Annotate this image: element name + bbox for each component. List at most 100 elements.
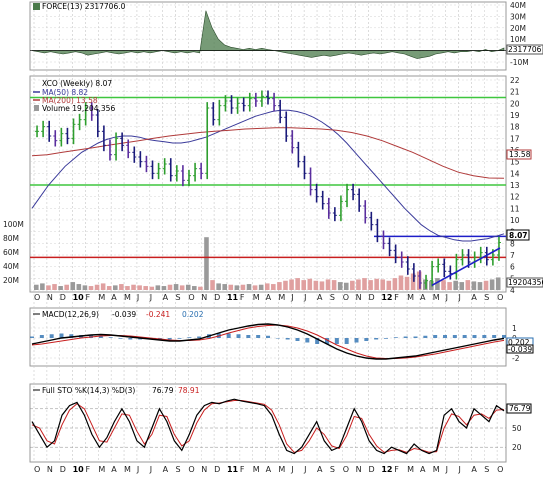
price-bars	[35, 90, 501, 289]
sto-tick-label: 50	[512, 424, 522, 433]
volume-bar	[277, 282, 282, 290]
volume-bar	[271, 284, 276, 290]
month-label-price: 11	[227, 293, 239, 302]
force-value-box-text: 2317706	[508, 45, 542, 54]
price-tick-label: 18	[510, 123, 520, 132]
macd-histogram-bar	[39, 335, 44, 338]
macd-box-macd-text: -0.039	[508, 345, 532, 354]
volume-bar	[453, 280, 458, 290]
volume-bar	[222, 284, 227, 290]
macd-histogram-bar	[187, 337, 192, 338]
sto-legend-d: 78.91	[178, 386, 200, 395]
month-label-price: M	[433, 293, 440, 302]
month-label-sto: A	[111, 465, 117, 474]
volume-bar	[435, 278, 440, 290]
macd-histogram-bar	[177, 338, 182, 339]
trendlines	[431, 247, 501, 287]
month-label-price: A	[471, 293, 477, 302]
force-tick-label: 10M	[510, 35, 526, 44]
price-tick-label: 19	[510, 111, 520, 120]
month-label-sto: J	[136, 465, 139, 474]
volume-bar	[119, 284, 124, 290]
macd-histogram-bar	[236, 334, 241, 338]
month-label-price: O	[343, 293, 349, 302]
month-label-sto: O	[188, 465, 194, 474]
month-axis-labels: O N D 10 F M A M J J A S O N D 11 F M A M J J A S O N D 12 F M A M J J A S O…	[34, 293, 503, 474]
volume-bar	[46, 285, 51, 290]
volume-bar	[350, 280, 355, 290]
month-label-sto: M	[433, 465, 440, 474]
month-label-price: A	[317, 293, 323, 302]
month-label-price: N	[201, 293, 207, 302]
macd-histogram-bar	[98, 335, 103, 338]
month-label-price: 12	[381, 293, 392, 302]
price-tick-label: 8	[510, 239, 515, 248]
sto-tick-label: 20	[512, 443, 522, 452]
price-tick-label: 15	[510, 158, 520, 167]
macd-histogram-bar	[472, 335, 477, 338]
volume-bar	[337, 282, 343, 290]
sto-value-box-text: 76.79	[509, 404, 531, 413]
month-label-sto: D	[368, 465, 374, 474]
macd-histogram-bar	[384, 338, 388, 339]
month-label-price: M	[407, 293, 414, 302]
price-legend: XCO (Weekly) 8.07 MA(50) 8.82 MA(200) 13…	[33, 79, 115, 113]
month-label-sto: A	[266, 465, 272, 474]
month-label-price: O	[188, 293, 194, 302]
volume-bar	[301, 280, 307, 290]
month-label-sto: M	[407, 465, 414, 474]
volume-bar	[216, 283, 221, 290]
month-label-price: 10	[73, 293, 85, 302]
macd-histogram-bar	[167, 338, 172, 340]
month-label-price: J	[445, 293, 448, 302]
volume-value-box-text: 19204356	[508, 278, 543, 287]
volume-bar	[161, 286, 167, 290]
sto-value-box: 76.79	[506, 403, 532, 414]
volume-bar	[264, 283, 270, 290]
volume-bar	[392, 278, 398, 290]
volume-bar	[447, 282, 452, 290]
volume-bar	[155, 285, 161, 290]
volume-bar	[471, 281, 477, 290]
macd-histogram-bar	[374, 338, 379, 340]
ma50-legend-text: MA(50) 8.82	[42, 88, 88, 97]
volume-bar	[404, 276, 410, 290]
volume-bar	[64, 284, 69, 290]
volume-bar	[234, 285, 240, 290]
volume-bar	[356, 279, 361, 290]
volume-bar	[441, 280, 446, 290]
force-tick-label: 40M	[510, 1, 526, 10]
macd-histogram-bar	[413, 336, 418, 338]
volume-bar	[477, 282, 483, 290]
volume-bar	[331, 280, 337, 290]
force-tick-label: -10M	[510, 58, 529, 67]
macd-histogram-bar	[315, 338, 320, 344]
month-label-price: S	[176, 293, 181, 302]
month-label-sto: J	[149, 465, 152, 474]
force-legend-text: FORCE(13) 2317706.0	[42, 2, 126, 11]
sto-k-line	[31, 398, 505, 455]
month-label-price: F	[240, 293, 245, 302]
month-label-price: J	[290, 293, 293, 302]
volume-bar	[143, 286, 148, 290]
ma200-value-box-text: 13.58	[509, 150, 531, 159]
macd-histogram-bar	[226, 333, 231, 338]
price-last-box-text: 8.07	[509, 231, 528, 240]
volume-bar	[106, 286, 112, 290]
month-label-sto: D	[60, 465, 66, 474]
macd-histogram-bar	[108, 337, 113, 338]
macd-histogram-bar	[344, 338, 349, 344]
month-label-price: M	[98, 293, 105, 302]
macd-histogram-bar	[433, 335, 438, 338]
month-label-price: A	[163, 293, 169, 302]
month-label-sto: N	[356, 465, 362, 474]
month-label-sto: J	[458, 465, 461, 474]
volume-bar	[88, 286, 94, 290]
macd-histogram-bar	[295, 338, 300, 341]
month-label-sto: S	[330, 465, 335, 474]
volume-bar	[149, 286, 155, 290]
month-label-sto: J	[445, 465, 448, 474]
price-tick-label: 17	[510, 134, 520, 143]
month-label-price: J	[458, 293, 461, 302]
